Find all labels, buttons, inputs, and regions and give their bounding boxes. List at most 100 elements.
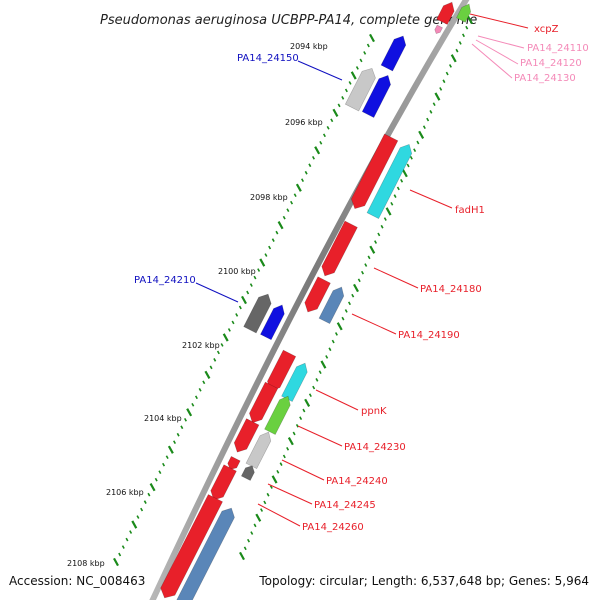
tick-mark	[268, 245, 272, 250]
tick-mark	[383, 217, 387, 221]
gene-label-pa14-24110[interactable]: PA14_24110	[527, 43, 589, 54]
callout-line	[195, 282, 239, 303]
tick-mark	[400, 178, 404, 183]
tick-mark	[312, 385, 316, 390]
gene-pa14-24160[interactable]	[361, 72, 394, 118]
tick-mark	[325, 355, 329, 359]
gene-pa14-24170[interactable]	[348, 133, 399, 212]
gene-label-pa14-24190[interactable]: PA14_24190	[398, 330, 460, 341]
tick-mark	[439, 87, 443, 91]
gene-pa14-24243[interactable]	[226, 455, 241, 471]
callout-line	[409, 189, 453, 209]
gene-xcpz[interactable]	[436, 0, 458, 25]
tick-mark	[253, 275, 257, 280]
tick-mark	[374, 240, 378, 244]
tick-mark	[369, 245, 376, 254]
gene-pa14-24260[interactable]	[157, 494, 223, 600]
callout-line	[475, 39, 519, 65]
tick-mark	[461, 33, 465, 38]
tick-mark	[202, 380, 206, 385]
gene-label-pa14-24230[interactable]: PA14_24230	[344, 442, 406, 453]
tick-mark	[220, 343, 224, 347]
tick-mark	[191, 402, 195, 407]
gene-pa14-24180[interactable]	[319, 220, 358, 279]
tick-mark	[286, 446, 290, 451]
callout-line	[297, 425, 343, 447]
tick-mark	[186, 408, 193, 417]
tick-mark	[167, 445, 174, 454]
tick-mark	[149, 483, 156, 492]
tick-mark	[359, 58, 363, 63]
tick-mark	[173, 440, 177, 445]
backbone	[149, 0, 470, 600]
gene-pa14-24270[interactable]	[173, 505, 237, 600]
gene-label-pa14-24210[interactable]: PA14_24210	[134, 275, 196, 286]
gene-pa14-24220[interactable]	[260, 302, 287, 341]
gene-pa14-24245[interactable]	[240, 463, 256, 481]
gene-label-pa14-24120[interactable]: PA14_24120	[520, 58, 582, 69]
gene-pa14-24140[interactable]	[380, 33, 409, 72]
gene-fadh1[interactable]	[366, 141, 415, 219]
tick-mark	[308, 393, 312, 398]
gene-pa14-24120[interactable]	[434, 24, 443, 35]
tick-mark	[255, 513, 262, 522]
map-title: Pseudomonas aeruginosa UCBPP-PA14, compl…	[100, 13, 477, 28]
tick-labels: 2094 kbp 2096 kbp 2098 kbp 2100 kbp 2102…	[67, 42, 328, 568]
gene-label-pa14-24245[interactable]: PA14_24245	[314, 500, 376, 511]
tick-mark	[426, 117, 430, 122]
tick-mark	[347, 301, 351, 306]
gene-pa14-24250[interactable]	[208, 464, 237, 503]
tick-mark	[259, 258, 266, 267]
gene-ppnk[interactable]	[281, 360, 311, 402]
accession-text: Accession: NC_008463	[9, 574, 146, 588]
tick-mark	[238, 305, 242, 310]
callout-line	[297, 60, 343, 81]
tick-mark	[465, 25, 469, 30]
gene-pa14-24225[interactable]	[246, 381, 279, 426]
gene-pa14-24235[interactable]	[231, 418, 260, 456]
tick-mark	[448, 64, 452, 68]
gene-pa14-24240[interactable]	[245, 429, 274, 470]
tick-mark	[271, 238, 275, 242]
tick-mark	[213, 358, 217, 362]
tick-mark	[445, 71, 449, 76]
gene-features	[157, 0, 473, 600]
gene-label-pa14-24150[interactable]: PA14_24150	[237, 53, 299, 64]
tick-label: 2100 kbp	[218, 267, 256, 276]
tick-mark	[143, 500, 147, 504]
tick-mark	[429, 110, 433, 114]
gene-pa14-24110[interactable]	[456, 2, 473, 23]
tick-mark	[308, 163, 312, 168]
tick-mark	[337, 103, 341, 108]
tick-mark	[350, 71, 357, 80]
tick-mark	[180, 425, 184, 430]
tick-mark	[249, 283, 253, 287]
tick-mark	[344, 309, 348, 313]
callout-line	[267, 483, 313, 505]
tick-mark	[275, 230, 279, 235]
gene-pa14-24230[interactable]	[264, 393, 294, 435]
tick-label: 2094 kbp	[290, 42, 328, 51]
tick-mark	[204, 370, 211, 379]
tick-mark	[406, 163, 410, 168]
tick-label: 2106 kbp	[106, 488, 144, 497]
tick-mark	[241, 295, 247, 305]
tick-mark	[263, 500, 267, 505]
tick-mark	[344, 88, 348, 93]
tick-mark	[442, 79, 446, 84]
gene-label-pa14-24180[interactable]: PA14_24180	[420, 284, 482, 295]
gene-pa14-24190[interactable]	[318, 284, 347, 325]
gene-label-pa14-24240[interactable]: PA14_24240	[326, 476, 388, 487]
gene-label-fadh1[interactable]: fadH1	[455, 205, 485, 216]
tick-mark	[246, 290, 250, 295]
gene-pa14-24210[interactable]	[243, 291, 275, 334]
gene-label-pa14-24260[interactable]: PA14_24260	[302, 522, 364, 533]
gene-label-xcpz[interactable]: xcpZ	[534, 24, 559, 35]
gene-pa14-24185[interactable]	[302, 276, 331, 315]
gene-label-pa14-24130[interactable]: PA14_24130	[514, 73, 576, 84]
gene-labels: xcpZ PA14_24110 PA14_24120 PA14_24130 PA…	[134, 24, 589, 533]
gene-pa14-24150[interactable]	[344, 65, 378, 112]
tick-mark	[304, 170, 308, 175]
tick-mark	[357, 278, 361, 283]
gene-label-ppnk[interactable]: ppnK	[361, 406, 387, 417]
